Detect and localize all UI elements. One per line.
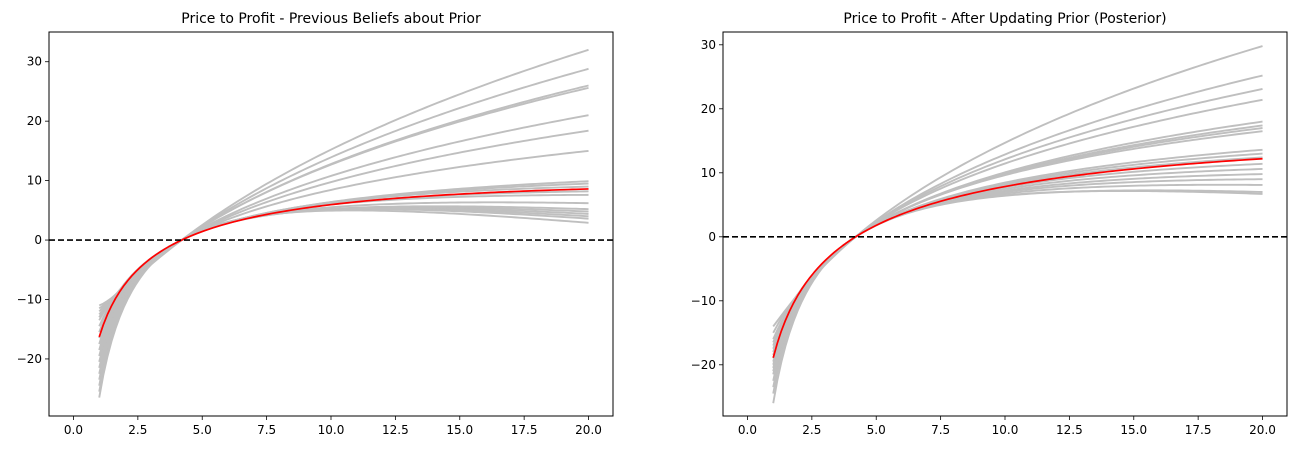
left-xtick-label: 5.0	[193, 423, 212, 437]
left-sample-curve-2	[98, 84, 589, 313]
left-xtick-label: 20.0	[575, 423, 602, 437]
left-xtick-label: 17.5	[511, 423, 538, 437]
left-sample-curve-17	[98, 208, 589, 392]
right-sample-curve-14	[772, 178, 1263, 382]
left-xtick-label: 2.5	[128, 423, 147, 437]
left-sample-curve-6	[98, 149, 589, 327]
left-xtick-label: 10.0	[318, 423, 345, 437]
left-ytick-label: 0	[34, 233, 42, 247]
left-sample-curve-10	[98, 190, 589, 351]
left-xtick-label: 15.0	[446, 423, 473, 437]
left-ytick-label: −10	[17, 292, 42, 306]
left-sample-curve-15	[98, 207, 589, 380]
right-sample-curve-12	[772, 168, 1263, 372]
right-xtick-label: 2.5	[802, 423, 821, 437]
right-ytick-label: 30	[701, 38, 716, 52]
right-ytick-label: −20	[691, 358, 716, 372]
right-xtick-label: 15.0	[1120, 423, 1147, 437]
left-axes-frame	[48, 31, 614, 417]
right-xtick-label: 10.0	[992, 423, 1019, 437]
left-chart-title: Price to Profit - Previous Beliefs about…	[181, 11, 481, 27]
right-xtick-label: 5.0	[867, 423, 886, 437]
left-sample-curve-12	[98, 201, 589, 363]
right-sample-curve-16	[772, 189, 1263, 394]
right-xtick-label: 7.5	[931, 423, 950, 437]
right-xtick-label: 20.0	[1249, 423, 1276, 437]
left-plot-area	[49, 48, 613, 398]
right-xtick-label: 17.5	[1185, 423, 1212, 437]
left-sample-curve-14	[98, 206, 589, 375]
right-sample-curve-17	[772, 190, 1263, 404]
right-ytick-label: 0	[708, 230, 716, 244]
left-sample-curve-18	[98, 209, 589, 398]
right-ytick-label: −10	[691, 294, 716, 308]
right-xtick-label: 12.5	[1056, 423, 1083, 437]
left-sample-curve-4	[98, 114, 589, 318]
left-ytick-label: 20	[27, 114, 42, 128]
left-sample-curve-13	[98, 205, 589, 369]
right-chart-title: Price to Profit - After Updating Prior (…	[843, 11, 1166, 27]
right-sample-curve-13	[772, 173, 1263, 375]
left-ytick-label: 30	[27, 55, 42, 69]
right-sample-curve-2	[772, 88, 1263, 340]
right-ytick-label: 10	[701, 166, 716, 180]
right-sample-curve-15	[772, 183, 1263, 388]
left-ytick-label: 10	[27, 174, 42, 188]
left-ytick-label: −20	[17, 352, 42, 366]
right-ytick-label: 20	[701, 102, 716, 116]
left-sample-curve-0	[98, 48, 589, 307]
right-plot-area	[723, 45, 1287, 404]
left-xtick-label: 0.0	[64, 423, 83, 437]
left-xtick-label: 12.5	[382, 423, 409, 437]
right-xtick-label: 0.0	[738, 423, 757, 437]
left-xtick-label: 7.5	[257, 423, 276, 437]
left-sample-curve-11	[98, 193, 589, 357]
left-chart-panel: Price to Profit - Previous Beliefs about…	[17, 11, 614, 437]
right-chart-panel: Price to Profit - After Updating Prior (…	[691, 11, 1288, 437]
left-sample-curve-16	[98, 207, 589, 386]
